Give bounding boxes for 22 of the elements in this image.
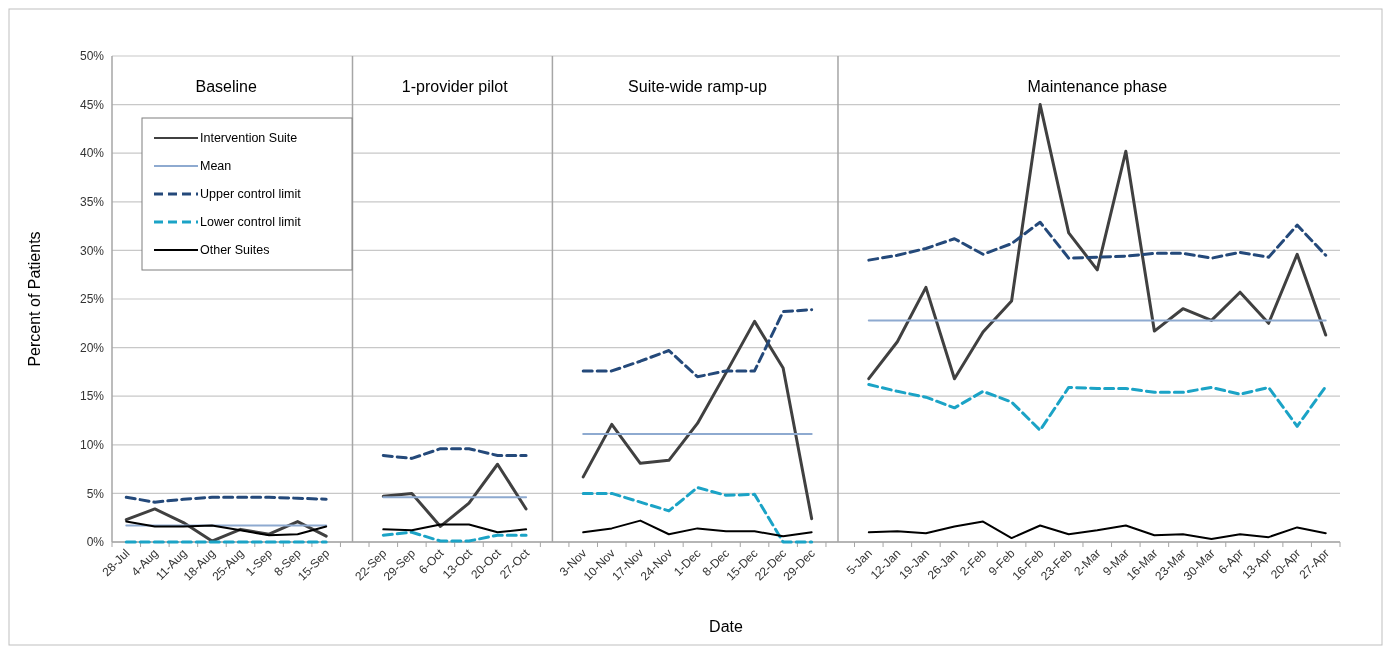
y-tick-label: 35%: [79, 195, 105, 209]
y-tick-label: 25%: [79, 292, 105, 307]
legend-label: Upper control limit: [200, 187, 302, 202]
y-tick-label: 15%: [79, 389, 105, 404]
legend-label: Lower control limit: [200, 215, 302, 230]
annotation: Maintenance phase: [1027, 78, 1168, 95]
x-axis-title: Date: [709, 618, 743, 635]
y-tick-label: 45%: [79, 97, 105, 112]
y-axis-title: Percent of Patients: [26, 231, 43, 367]
annotation: Baseline: [195, 78, 258, 95]
annotation: Suite-wide ramp-up: [628, 78, 767, 95]
y-tick-label: 10%: [79, 438, 105, 452]
legend-label: Other Suites: [200, 243, 270, 258]
annotation: 1-provider pilot: [401, 78, 509, 95]
y-tick-label: 20%: [79, 340, 105, 355]
y-tick-label: 30%: [79, 243, 105, 258]
y-tick-label: 5%: [86, 486, 105, 501]
legend-label: Intervention Suite: [200, 131, 298, 146]
legend-label: Mean: [200, 159, 232, 174]
y-tick-label: 50%: [79, 49, 105, 64]
y-tick-label: 40%: [79, 146, 105, 161]
y-tick-label: 0%: [86, 535, 105, 550]
